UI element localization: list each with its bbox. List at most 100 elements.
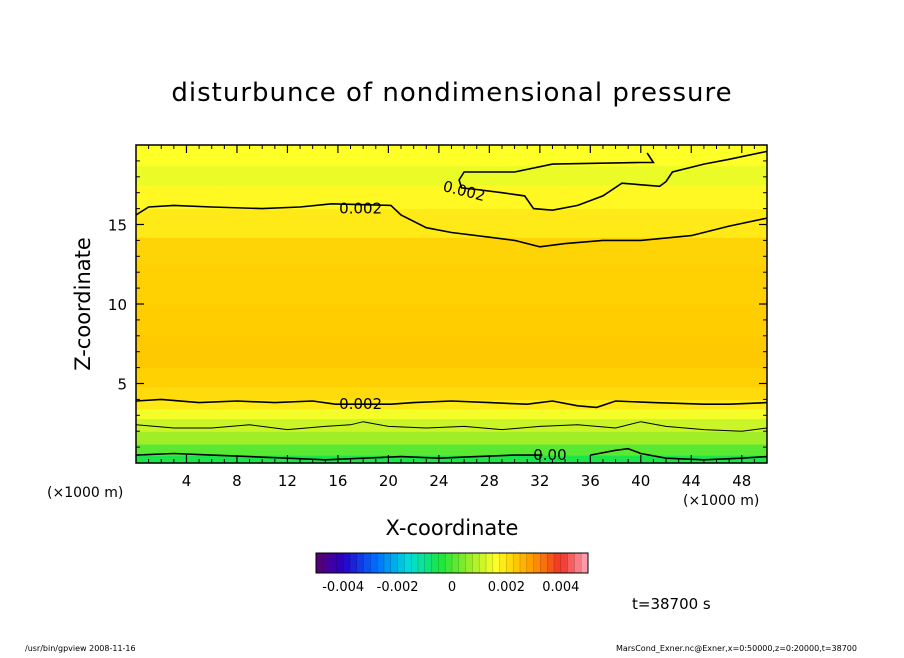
field-band (136, 418, 767, 432)
x-tick-label: 4 (182, 472, 192, 490)
colorbar-swatch (486, 553, 494, 573)
footer-command: /usr/bin/gpview 2008-11-16 (25, 644, 136, 653)
contour-lines (135, 150, 768, 461)
field-band (136, 145, 767, 167)
colorbar-swatch (581, 553, 589, 573)
x-tick-label: 36 (581, 472, 600, 490)
field-band (136, 165, 767, 186)
x-tick-label: 48 (732, 472, 751, 490)
x-axis-ticks: 4 8 12 16 20 24 28 32 36 40 44 48 (148, 145, 755, 490)
y-tick-label: 5 (117, 376, 127, 394)
colorbar-swatch (472, 553, 480, 573)
x-tick-label: 24 (429, 472, 448, 490)
contour-line (135, 452, 543, 461)
colorbar-tick-label: 0.004 (542, 580, 579, 595)
colorbar-swatch (458, 553, 466, 573)
colorbar-swatch (465, 553, 473, 573)
colorbar-swatch (343, 553, 351, 573)
colorbar-swatch (336, 553, 344, 573)
colorbar-swatch (370, 553, 378, 573)
field-band (136, 386, 767, 400)
colorbar: -0.004 -0.002 0 0.002 0.004 (315, 552, 589, 595)
x-tick-label: 32 (530, 472, 549, 490)
colorbar-swatch (404, 553, 412, 573)
colorbar-frame (315, 552, 589, 574)
colorbar-swatch (533, 553, 541, 573)
field-band (136, 237, 767, 265)
x-tick-label: 40 (631, 472, 650, 490)
x-tick-label: 16 (328, 472, 347, 490)
field-band (136, 184, 767, 210)
contour-label: 0.00 (533, 446, 566, 464)
colorbar-swatch (520, 553, 528, 573)
x-axis-unit-right: (×1000 m) (683, 493, 759, 509)
colorbar-swatch (492, 553, 500, 573)
field-band (136, 431, 767, 445)
field-band (136, 264, 767, 305)
colorbar-swatch (384, 553, 392, 573)
colorbar-swatch (445, 553, 453, 573)
colorbar-swatch (574, 553, 582, 573)
colorbar-tick-label: 0 (448, 580, 456, 595)
contour-label: 0.002 (339, 200, 382, 218)
x-axis-unit-left: (×1000 m) (47, 485, 123, 501)
field-band (136, 208, 767, 238)
time-label: t=38700 s (632, 595, 711, 613)
colorbar-swatch (438, 553, 446, 573)
contour-line (135, 398, 768, 409)
contour-label: 0.002 (339, 395, 382, 413)
colorbar-swatch (540, 553, 548, 573)
colorbar-swatch (424, 553, 432, 573)
colorbar-swatch (567, 553, 575, 573)
x-axis-label: X-coordinate (386, 516, 519, 540)
field-band (136, 335, 767, 369)
colorbar-swatch (363, 553, 371, 573)
field-band (136, 367, 767, 388)
colorbar-swatch (316, 553, 324, 573)
contour-line (135, 202, 768, 248)
colorbar-swatch (350, 553, 358, 573)
field-band (136, 304, 767, 337)
colorbar-swatch (356, 553, 364, 573)
colorbar-swatch (390, 553, 398, 573)
footer-source: MarsCond_Exner.nc@Exner,x=0:50000,z=0:20… (616, 644, 857, 653)
colorbar-swatch (431, 553, 439, 573)
x-tick-label: 44 (682, 472, 701, 490)
colorbar-swatch (526, 553, 534, 573)
field-band (136, 408, 767, 420)
colorbar-swatch (322, 553, 330, 573)
contour-line (458, 150, 768, 212)
y-axis-ticks: 5 10 15 (108, 160, 767, 448)
colorbar-tick-label: -0.004 (322, 580, 364, 595)
colorbar-tick-label: 0.002 (488, 580, 525, 595)
colorbar-swatch (513, 553, 521, 573)
x-tick-label: 28 (480, 472, 499, 490)
chart-title: disturbunce of nondimensional pressure (171, 78, 732, 108)
colorbar-swatch (499, 553, 507, 573)
colorbar-swatch (479, 553, 487, 573)
colorbar-swatch (506, 553, 514, 573)
colorbar-swatch (329, 553, 337, 573)
colorbar-swatch (418, 553, 426, 573)
colorbar-swatch (397, 553, 405, 573)
field-band (136, 443, 767, 456)
x-tick-label: 12 (278, 472, 297, 490)
colorbar-swatch (377, 553, 385, 573)
field-band (136, 399, 767, 410)
colorbar-swatch (560, 553, 568, 573)
y-axis-label: Z-coordinate (71, 237, 95, 371)
x-tick-label: 20 (379, 472, 398, 490)
colorbar-swatch (411, 553, 419, 573)
x-tick-label: 8 (232, 472, 242, 490)
colorbar-tick-label: -0.002 (377, 580, 419, 595)
colorbar-swatch (547, 553, 555, 573)
colorbar-swatch (452, 553, 460, 573)
y-tick-label: 15 (108, 217, 127, 235)
y-tick-label: 10 (108, 296, 127, 314)
contour-line (135, 421, 768, 432)
contour-line (590, 447, 768, 461)
colorbar-swatch (554, 553, 562, 573)
